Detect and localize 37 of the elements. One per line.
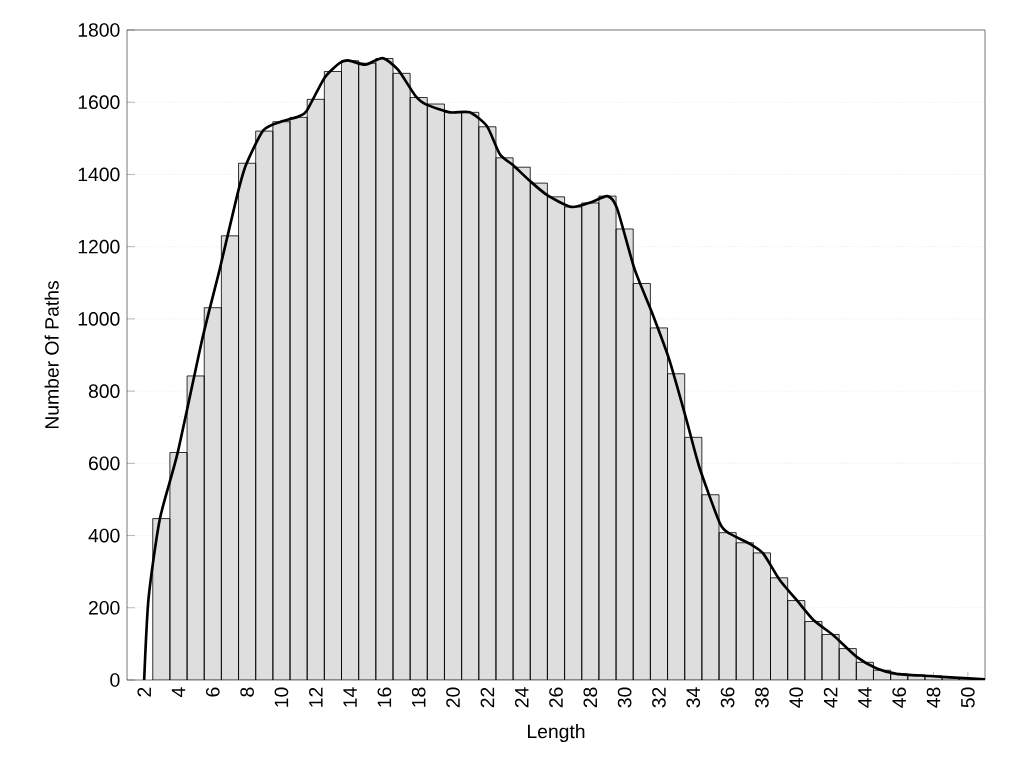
x-tick-label: 8 (240, 687, 254, 697)
y-tick-label: 1200 (78, 239, 120, 254)
x-tick-label: 34 (686, 687, 701, 708)
x-tick-label: 38 (755, 687, 769, 708)
x-tick-label: 24 (514, 687, 529, 708)
y-tick-label: 1600 (78, 95, 120, 110)
x-tick-label: 50 (960, 687, 975, 708)
y-tick-label: 1800 (78, 23, 120, 37)
x-tick-label: 4 (171, 687, 186, 698)
x-tick-label: 36 (720, 687, 735, 708)
x-tick-label: 10 (274, 687, 289, 707)
x-tick-label: 28 (583, 687, 598, 708)
x-tick-label: 2 (137, 687, 151, 697)
x-tick-label: 46 (892, 687, 907, 708)
y-tick-label: 1000 (78, 312, 120, 326)
x-tick-label: 26 (549, 687, 563, 708)
x-tick-label: 48 (926, 687, 941, 708)
y-tick-label: 200 (89, 600, 120, 615)
y-tick-label: 0 (110, 673, 120, 687)
y-tick-label: 1400 (78, 167, 120, 182)
x-tick-label: 40 (789, 687, 804, 708)
y-tick-label: 800 (88, 384, 120, 398)
x-tick-label: 20 (446, 687, 460, 708)
x-axis-title: Length (528, 724, 585, 743)
x-tick-label: 42 (823, 687, 838, 708)
y-tick-label: 400 (88, 528, 120, 543)
x-tick-label: 16 (377, 687, 392, 707)
x-tick-label: 32 (652, 687, 666, 708)
y-axis-title: Number Of Paths (44, 281, 59, 429)
x-tick-label: 18 (411, 687, 426, 707)
x-tick-label: 14 (343, 687, 357, 707)
x-tick-label: 30 (617, 687, 632, 708)
x-tick-label: 12 (309, 687, 323, 707)
x-tick-label: 44 (858, 687, 872, 708)
x-tick-label: 22 (480, 687, 495, 708)
x-tick-label: 6 (205, 687, 220, 697)
y-tick-label: 600 (89, 456, 120, 471)
